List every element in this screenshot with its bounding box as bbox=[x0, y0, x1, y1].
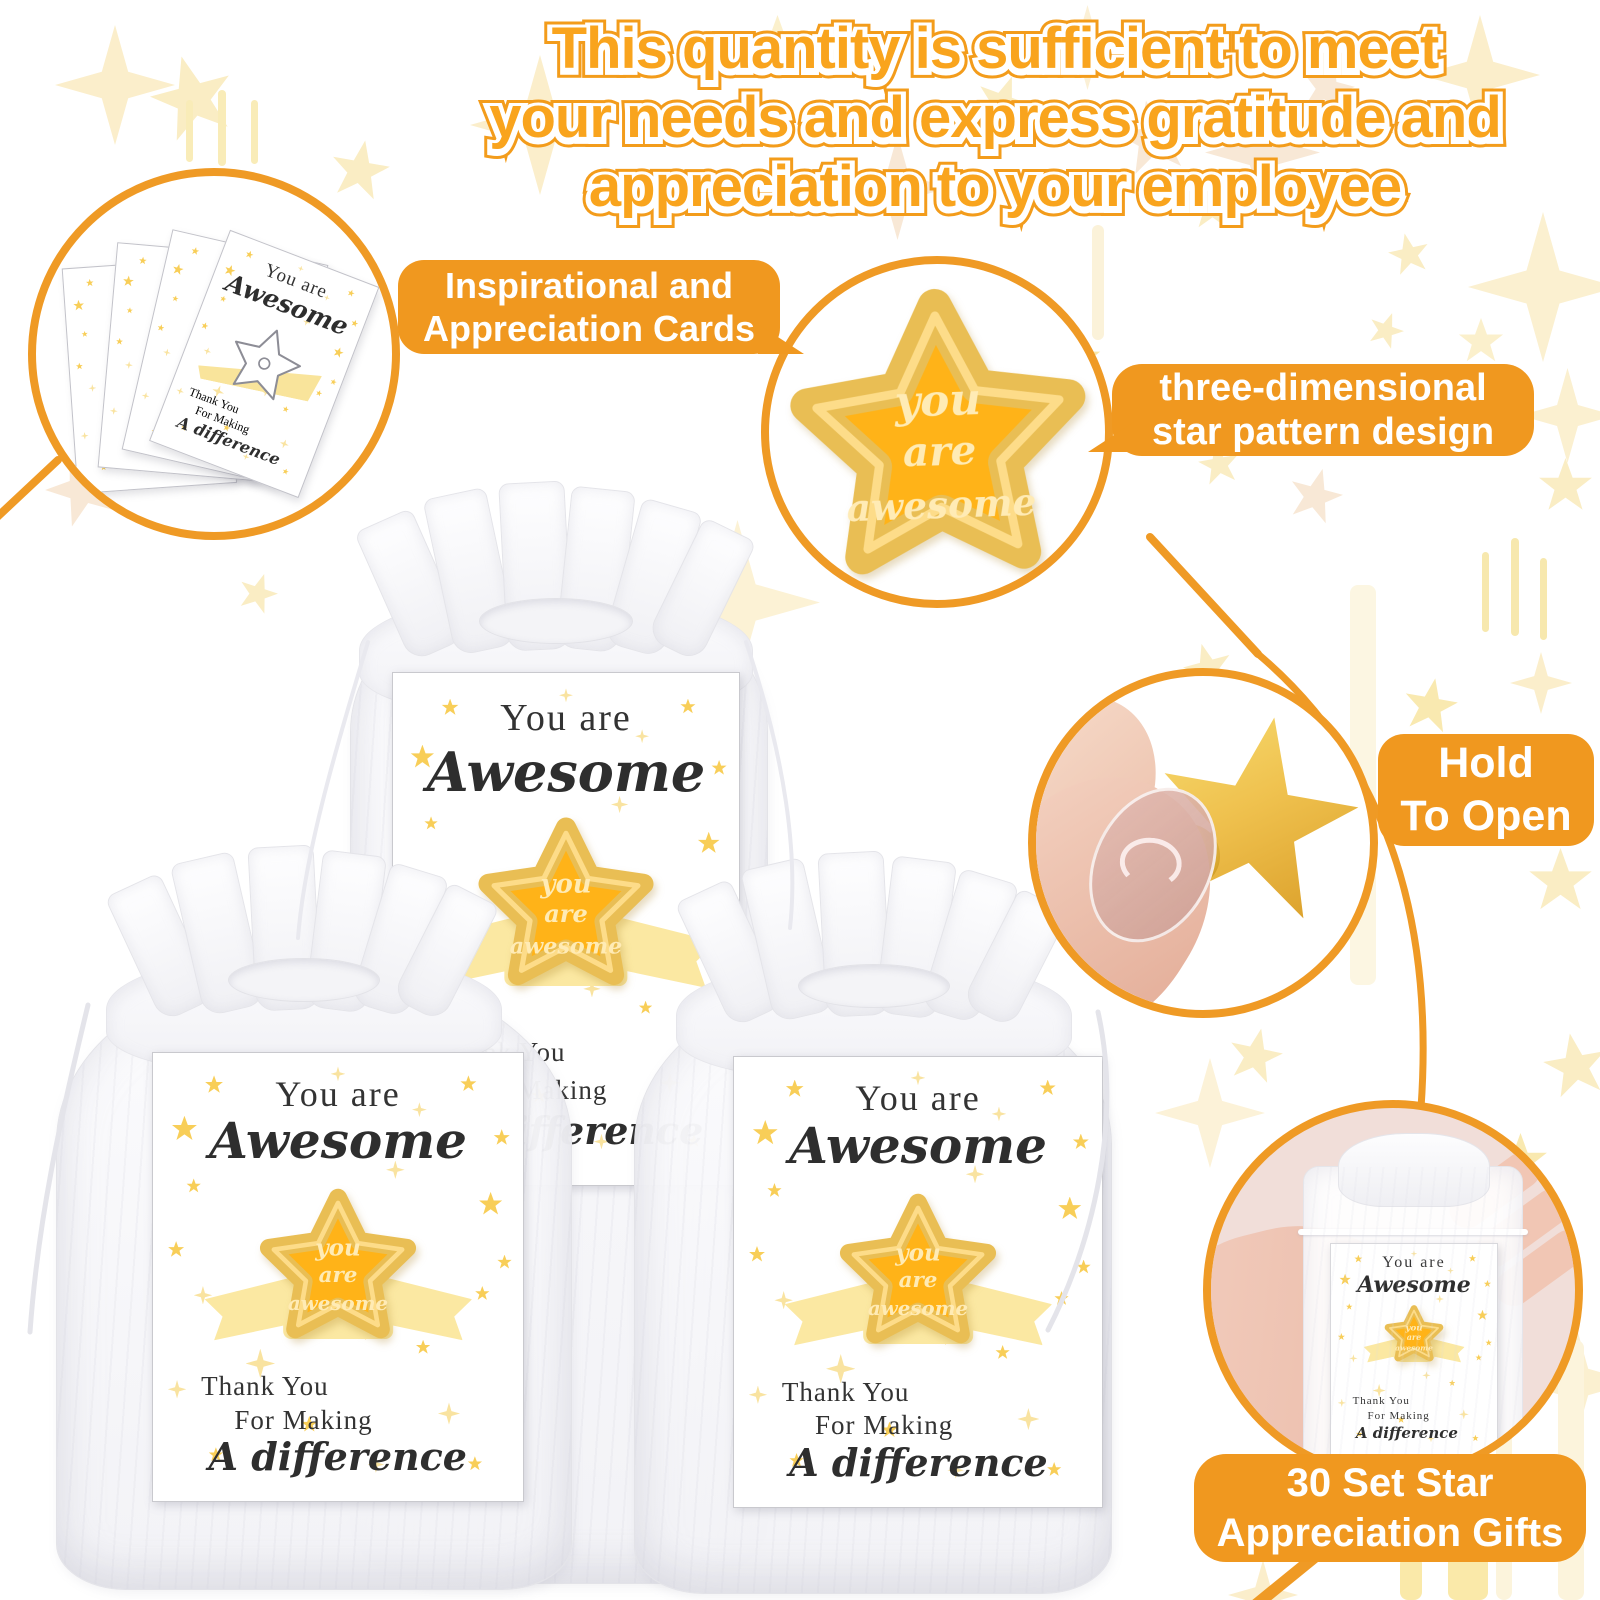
background-ray bbox=[1482, 552, 1489, 632]
card-sparkle-icon bbox=[80, 432, 88, 440]
pin-back-photo-circle bbox=[1028, 668, 1378, 1018]
card-line-a-difference: A difference bbox=[1356, 1424, 1458, 1442]
headline-line-3: appreciation to your employee bbox=[589, 154, 1402, 219]
background-ray bbox=[186, 100, 193, 162]
label-line: star pattern design bbox=[1151, 411, 1495, 453]
card-star-icon bbox=[116, 338, 124, 346]
card-line-you-are: You are bbox=[1331, 1254, 1497, 1272]
card-star-icon bbox=[157, 323, 166, 332]
card-star-icon bbox=[1448, 1379, 1456, 1386]
card-line-awesome: Awesome bbox=[1331, 1272, 1497, 1298]
card-star-icon bbox=[1397, 1415, 1405, 1423]
headline: This quantity is sufficient to meet your… bbox=[415, 14, 1575, 221]
card-sparkle-icon bbox=[278, 438, 290, 450]
card-star-icon bbox=[1354, 1254, 1363, 1263]
card-star-icon bbox=[172, 295, 180, 303]
card-sparkle-icon bbox=[1410, 1250, 1418, 1257]
card-star-icon bbox=[1483, 1280, 1492, 1288]
label-line: Inspirational and bbox=[444, 265, 734, 306]
organza-veil bbox=[1304, 1167, 1522, 1472]
background-ray bbox=[1540, 558, 1547, 640]
label-line: Appreciation Cards bbox=[422, 308, 756, 349]
label-line: three-dimensional bbox=[1159, 367, 1487, 409]
drawstring-middle-left bbox=[296, 640, 370, 940]
card-star-icon bbox=[76, 362, 84, 370]
card-star-icon bbox=[1346, 1303, 1353, 1310]
bag-gathered-top bbox=[1338, 1133, 1490, 1207]
card-sparkle-icon bbox=[1458, 1409, 1469, 1420]
background-ray bbox=[251, 100, 258, 164]
card-star-icon bbox=[1356, 1430, 1363, 1437]
star-pin-photo-circle bbox=[761, 256, 1113, 608]
card-sparkle-icon bbox=[110, 407, 119, 416]
card-star-icon bbox=[1475, 1354, 1482, 1361]
card-star-icon bbox=[329, 378, 337, 386]
label-line: 30 Set Star bbox=[1286, 1461, 1494, 1505]
background-ray bbox=[1511, 538, 1519, 636]
card-star-icon bbox=[315, 389, 323, 397]
label-line: To Open bbox=[1400, 792, 1572, 840]
cards-photo-circle: You are Awesome Thank You For Making A d… bbox=[28, 168, 400, 540]
drawstring-left bbox=[27, 1002, 91, 1335]
card-sparkle-icon bbox=[175, 386, 185, 396]
card-star-decor bbox=[1331, 1244, 1497, 1456]
card-star-icon bbox=[1472, 1434, 1479, 1442]
card-star-icon bbox=[122, 275, 134, 287]
leader-line-cards bbox=[0, 456, 62, 520]
background-ray bbox=[1092, 225, 1104, 340]
card-star-icon bbox=[1477, 1309, 1488, 1320]
card-star-icon bbox=[139, 256, 148, 265]
card-star-icon bbox=[81, 331, 88, 338]
card-star-icon bbox=[73, 299, 85, 311]
card-star-icon bbox=[1468, 1254, 1477, 1262]
card-star-icon bbox=[332, 346, 345, 359]
background-ray bbox=[218, 90, 226, 166]
card-star-icon bbox=[191, 246, 200, 255]
card-sparkle-icon bbox=[202, 346, 212, 356]
card-star-icon bbox=[126, 307, 133, 314]
star-pin bbox=[1383, 1303, 1445, 1365]
card-star-icon bbox=[200, 321, 209, 330]
card-line-for-making: For Making bbox=[1368, 1410, 1430, 1422]
drawstring-middle-right bbox=[744, 640, 795, 930]
card-sparkle-icon bbox=[141, 391, 150, 400]
card-star-icon bbox=[171, 263, 184, 276]
card-sparkle-icon bbox=[1349, 1354, 1358, 1363]
card-sparkle-icon bbox=[162, 348, 171, 357]
card-sparkle-icon bbox=[1435, 1294, 1444, 1304]
bag-drawstring bbox=[1298, 1229, 1528, 1235]
card-sparkle-icon bbox=[125, 361, 134, 370]
gift-set-photo-circle: You are Awesome Thank You For Making A d… bbox=[1203, 1100, 1583, 1480]
label-line: Appreciation Gifts bbox=[1216, 1511, 1564, 1555]
card-star-icon bbox=[1485, 1339, 1492, 1346]
headline-line-1: This quantity is sufficient to meet bbox=[552, 16, 1440, 81]
headline-line-2: your needs and express gratitude and bbox=[489, 85, 1502, 150]
leader-line-design bbox=[1146, 533, 1262, 658]
card-star-icon bbox=[281, 467, 289, 475]
appreciation-card-mini: You are Awesome Thank You For Making A d… bbox=[1330, 1243, 1498, 1457]
callout-label-cards: Inspirational and Appreciation Cards bbox=[398, 260, 804, 354]
card-star-icon bbox=[1337, 1333, 1345, 1341]
callout-label-hold: Hold To Open bbox=[1378, 734, 1594, 846]
card-sparkle-icon bbox=[1427, 1434, 1435, 1443]
card-sparkle-icon bbox=[1337, 1398, 1346, 1408]
callout-label-design: three-dimensional star pattern design bbox=[1088, 364, 1534, 456]
callout-label-sets: 30 Set Star Appreciation Gifts bbox=[1194, 1454, 1586, 1562]
card-sparkle-icon bbox=[1447, 1267, 1454, 1274]
label-line: Hold bbox=[1438, 739, 1534, 787]
card-line-thank-you: Thank You bbox=[1353, 1395, 1410, 1407]
card-sparkle-icon bbox=[1422, 1371, 1431, 1380]
drawstring-right bbox=[1045, 1009, 1110, 1333]
card-sparkle-icon bbox=[88, 384, 96, 392]
card-star-icon bbox=[86, 279, 94, 287]
mini-organza-bag: You are Awesome Thank You For Making A d… bbox=[1298, 1133, 1528, 1472]
background-ray bbox=[1400, 1556, 1422, 1600]
card-star-icon bbox=[1339, 1273, 1351, 1285]
